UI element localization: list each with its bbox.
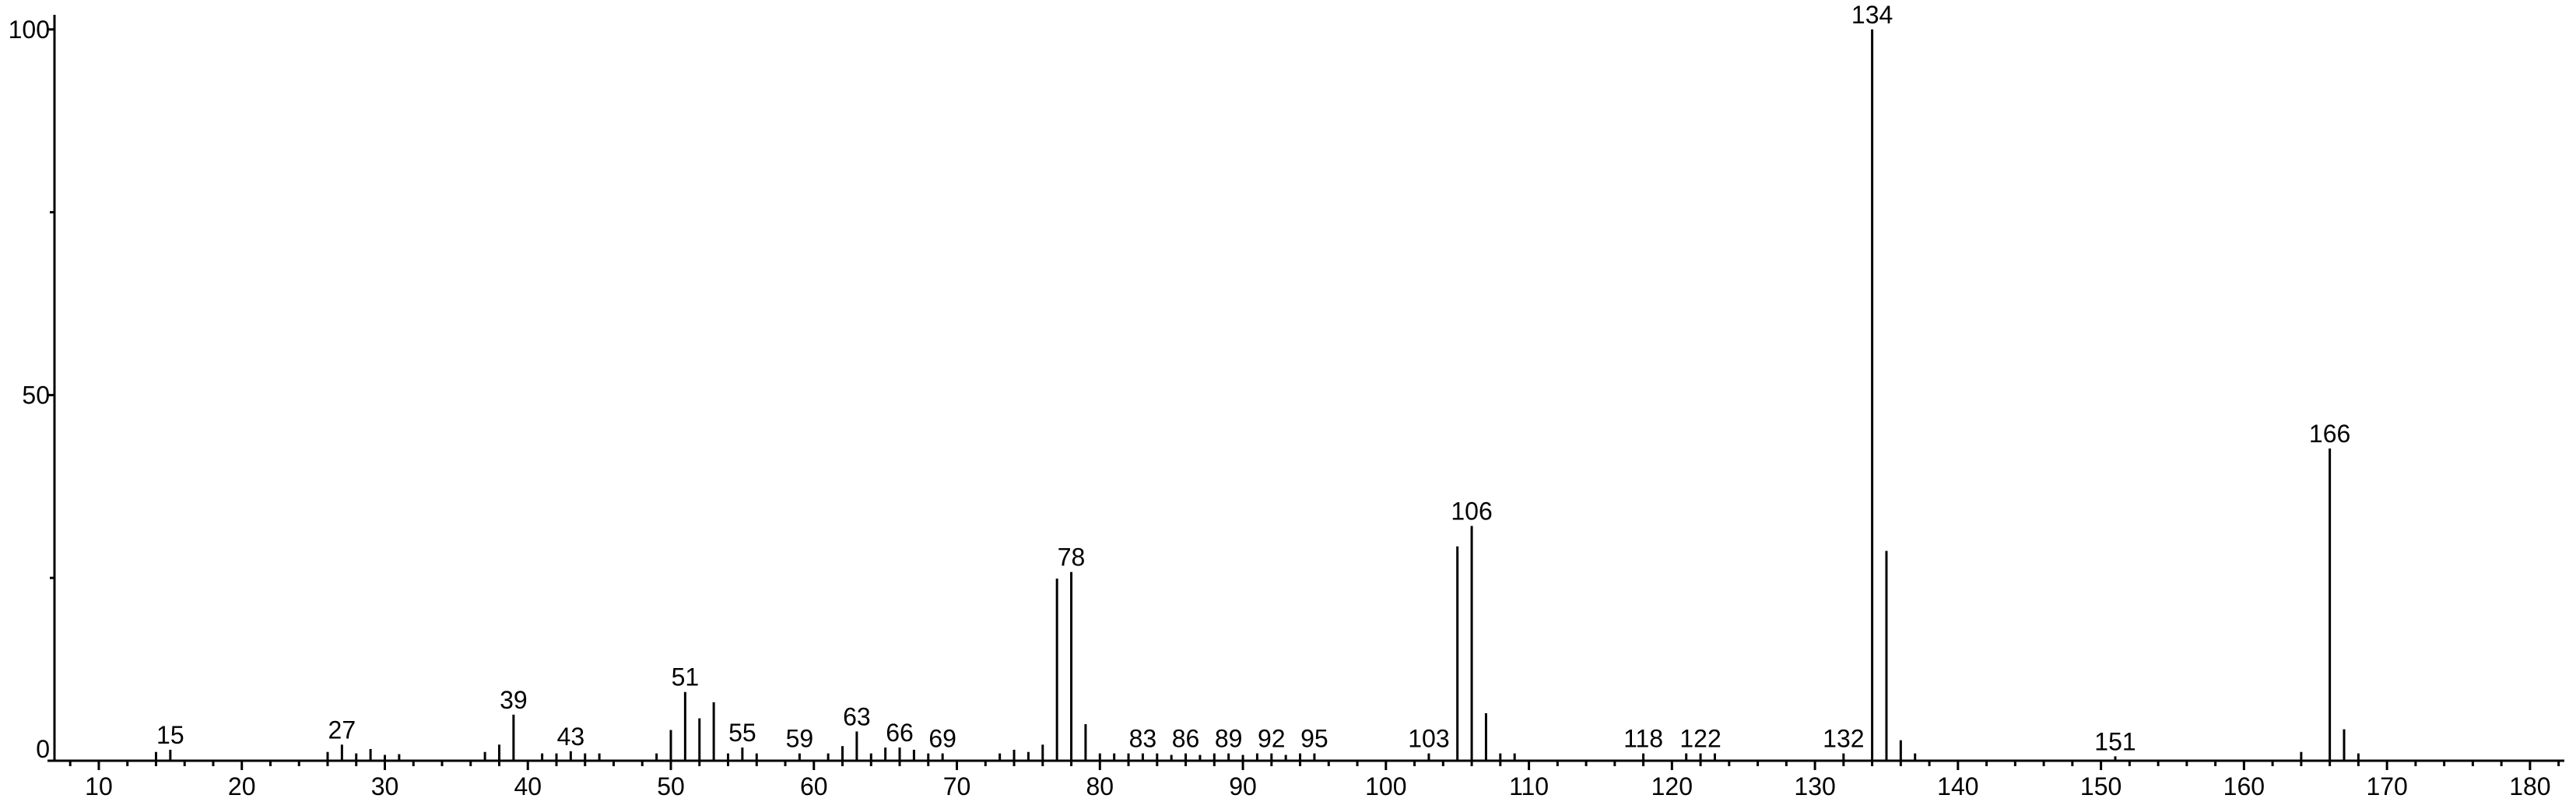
y-tick-label: 50: [22, 381, 50, 409]
peak-label: 43: [557, 723, 585, 751]
peak-label: 132: [1823, 725, 1864, 753]
x-tick-label: 50: [657, 772, 685, 800]
peak-label: 39: [500, 686, 528, 714]
peak-label: 106: [1451, 498, 1492, 526]
peak-label: 83: [1129, 725, 1157, 753]
x-tick-label: 110: [1509, 772, 1549, 800]
x-tick-label: 30: [371, 772, 399, 800]
peak-label: 55: [728, 719, 756, 747]
peak-label: 95: [1300, 725, 1328, 753]
peak-label: 118: [1623, 725, 1663, 753]
peak-label: 103: [1408, 725, 1449, 753]
x-tick-label: 70: [943, 772, 971, 800]
x-tick-label: 100: [1365, 772, 1406, 800]
peak-label: 122: [1679, 725, 1721, 753]
x-tick-label: 10: [85, 772, 113, 800]
x-tick-label: 80: [1086, 772, 1114, 800]
x-tick-label: 90: [1229, 772, 1257, 800]
peak-label: 27: [328, 716, 356, 744]
x-tick-label: 140: [1937, 772, 1978, 800]
peak-label: 15: [156, 721, 184, 749]
peak-label: 86: [1172, 725, 1200, 753]
x-tick-label: 60: [800, 772, 828, 800]
peak-label: 166: [2309, 420, 2350, 448]
peak-label: 92: [1258, 725, 1286, 753]
y-tick-label: 0: [36, 735, 50, 763]
peak-label: 66: [886, 719, 914, 747]
peak-label: 59: [786, 725, 814, 753]
peak-label: 69: [928, 725, 956, 753]
peak-label: 151: [2094, 727, 2136, 755]
y-tick-label: 100: [9, 16, 50, 44]
x-tick-label: 160: [2223, 772, 2265, 800]
peak-label: 134: [1851, 1, 1893, 29]
peak-label: 63: [843, 702, 871, 730]
x-tick-label: 20: [228, 772, 256, 800]
x-tick-label: 170: [2366, 772, 2407, 800]
x-tick-label: 130: [1794, 772, 1835, 800]
peak-label: 51: [672, 663, 700, 691]
x-tick-label: 40: [514, 772, 542, 800]
peak-label: 89: [1215, 725, 1243, 753]
x-tick-label: 120: [1651, 772, 1693, 800]
x-tick-label: 180: [2509, 772, 2550, 800]
peak-label: 78: [1058, 543, 1086, 572]
x-tick-label: 150: [2080, 772, 2122, 800]
